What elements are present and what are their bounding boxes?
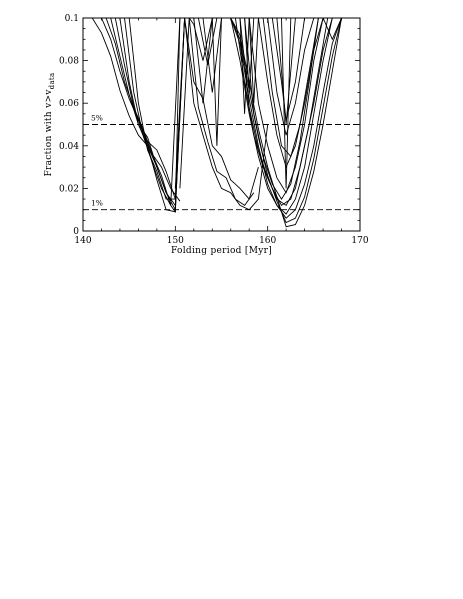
reference-label-2: 1% xyxy=(91,199,103,208)
series-line-4 xyxy=(110,18,181,212)
series-line-27 xyxy=(234,18,329,207)
series-line-12 xyxy=(188,18,213,61)
series-line-11 xyxy=(184,18,259,201)
series-line-26 xyxy=(239,18,333,207)
series-layer xyxy=(91,18,342,228)
series-line-16 xyxy=(211,18,222,146)
series-line-10 xyxy=(179,18,255,207)
series-line-30 xyxy=(230,18,342,224)
series-line-15 xyxy=(197,18,218,65)
series-line-24 xyxy=(248,18,324,194)
reference-lines: 5% 1% xyxy=(83,114,360,211)
reference-label-1: 5% xyxy=(91,114,103,123)
y-tick-label-4: 0.06 xyxy=(59,99,79,109)
series-line-32 xyxy=(257,18,324,169)
y-tick-label-2: 0.02 xyxy=(59,184,79,194)
y-tick-label-6: 0.1 xyxy=(65,14,79,24)
y-axis-label-main: Fraction with v>v xyxy=(44,89,54,177)
series-line-5 xyxy=(114,18,181,206)
series-line-29 xyxy=(230,18,342,219)
series-line-3 xyxy=(105,18,181,202)
y-tick-label-5: 0.08 xyxy=(59,57,79,67)
plot-frame xyxy=(82,17,361,232)
series-line-20 xyxy=(267,18,315,136)
series-line-9 xyxy=(174,18,269,211)
x-tick-label-1: 140 xyxy=(74,236,91,246)
x-tick-label-3: 160 xyxy=(259,236,276,246)
y-axis-label-subscript: data xyxy=(48,72,56,89)
series-line-7 xyxy=(124,18,186,214)
series-line-23 xyxy=(281,18,292,189)
series-line-13 xyxy=(193,18,213,104)
x-tick-label-2: 150 xyxy=(167,236,184,246)
y-tick-labels: 0 0.02 0.04 0.06 0.08 0.1 xyxy=(59,14,79,237)
series-line-34 xyxy=(322,18,342,41)
y-axis-label: Fraction with v>vdata xyxy=(44,72,56,176)
x-tick-label-4: 170 xyxy=(351,236,368,246)
y-tick-label-3: 0.04 xyxy=(59,142,79,152)
x-tick-labels: 140 150 160 170 xyxy=(74,236,368,246)
series-line-31 xyxy=(230,18,342,228)
series-line-8 xyxy=(128,18,176,200)
series-line-14 xyxy=(202,18,222,93)
x-axis-label: Folding period [Myr] xyxy=(171,246,272,256)
y-tick-label-1: 0 xyxy=(73,227,79,237)
series-line-1 xyxy=(91,18,176,206)
series-line-33 xyxy=(262,18,319,158)
